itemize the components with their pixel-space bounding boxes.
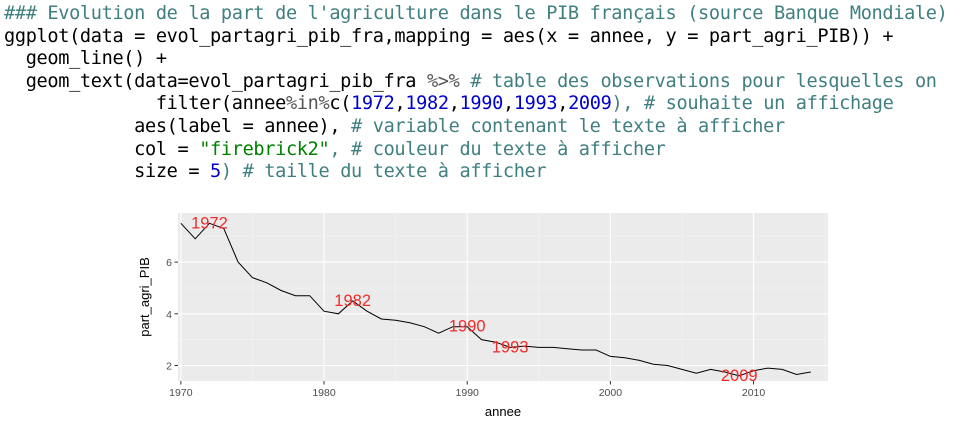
code-line-5-comment: ), # souhaite un affichage xyxy=(611,93,894,115)
point-label-1982: 1982 xyxy=(334,292,371,310)
code-line-5: filter(annee%in%c(1972,1982,1990,1993,20… xyxy=(4,93,894,115)
code-line-8-comment: ) # taille du texte à afficher xyxy=(220,161,547,183)
point-label-1993: 1993 xyxy=(492,338,529,356)
code-year-1972: 1972 xyxy=(351,93,395,115)
code-line-8-num: 5 xyxy=(210,161,221,183)
x-tick-label-1990: 1990 xyxy=(456,387,480,399)
code-year-1982: 1982 xyxy=(405,93,449,115)
code-line-6-comment: # variable contenant le texte à afficher xyxy=(351,115,785,137)
code-line-5-code: filter(annee xyxy=(4,93,287,115)
x-tick-label-1970: 1970 xyxy=(169,387,193,399)
minor-gridlines xyxy=(178,213,828,381)
code-line-7: col = "firebrick2", # couleur du texte à… xyxy=(4,139,947,162)
y-axis-label: part_agri_PIB xyxy=(137,257,152,337)
series-line xyxy=(180,222,811,377)
code-line-5-in: %in% xyxy=(285,93,330,115)
code-line-6-code: aes(label = annee), xyxy=(4,115,352,137)
code-line-8-code: size = xyxy=(4,161,211,183)
y-tick-label-6: 6 xyxy=(166,257,172,269)
code-year-1990: 1990 xyxy=(459,93,504,115)
y-tick-label-2: 2 xyxy=(166,360,172,372)
code-line-4: geom_text(data=evol_partagri_pib_fra %>%… xyxy=(4,71,947,94)
point-label-2009: 2009 xyxy=(721,367,758,385)
x-axis-ticks: 1970 1980 1990 2000 2010 xyxy=(169,381,765,399)
code-line-1: ### Evolution de la part de l'agricultur… xyxy=(4,3,948,24)
code-line-4-comment: # table des observations pour lesquelles… xyxy=(459,70,937,92)
code-year-2009: 2009 xyxy=(568,93,612,115)
code-line-2-text: ggplot(data = evol_partagri_pib_fra,mapp… xyxy=(4,25,894,47)
code-year-1993: 1993 xyxy=(513,93,558,115)
point-label-1990: 1990 xyxy=(449,318,486,336)
y-axis-ticks: 2 4 6 xyxy=(166,257,178,372)
code-line-3-text: geom_line() + xyxy=(4,48,167,70)
point-labels: 1972 1982 1990 1993 2009 xyxy=(191,214,757,384)
code-line-7-string: "firebrick2" xyxy=(199,138,330,160)
y-tick-label-4: 4 xyxy=(166,309,172,321)
code-line-5-code2: c( xyxy=(329,93,352,115)
code-line-3: geom_line() + xyxy=(4,48,947,71)
code-line-8: size = 5) # taille du texte à afficher xyxy=(4,161,947,184)
code-line-6: aes(label = annee), # variable contenant… xyxy=(4,116,947,139)
code-line-4-pipe: %>% xyxy=(426,70,460,92)
code-line-7-comment: , # couleur du texte à afficher xyxy=(329,138,666,160)
point-label-1972: 1972 xyxy=(191,214,228,232)
code-line-2: ggplot(data = evol_partagri_pib_fra,mapp… xyxy=(4,26,947,49)
plot-panel xyxy=(178,213,828,381)
x-axis-label: annee xyxy=(485,404,521,419)
code-line-7-code: col = xyxy=(4,138,200,160)
code-line-4-code: geom_text(data=evol_partagri_pib_fra xyxy=(4,70,427,92)
x-tick-label-2010: 2010 xyxy=(742,387,766,399)
r-code-block: ### Evolution de la part de l'agricultur… xyxy=(4,3,948,184)
x-tick-label-1980: 1980 xyxy=(312,387,336,399)
major-gridlines xyxy=(178,213,828,381)
x-tick-label-2000: 2000 xyxy=(599,387,623,399)
